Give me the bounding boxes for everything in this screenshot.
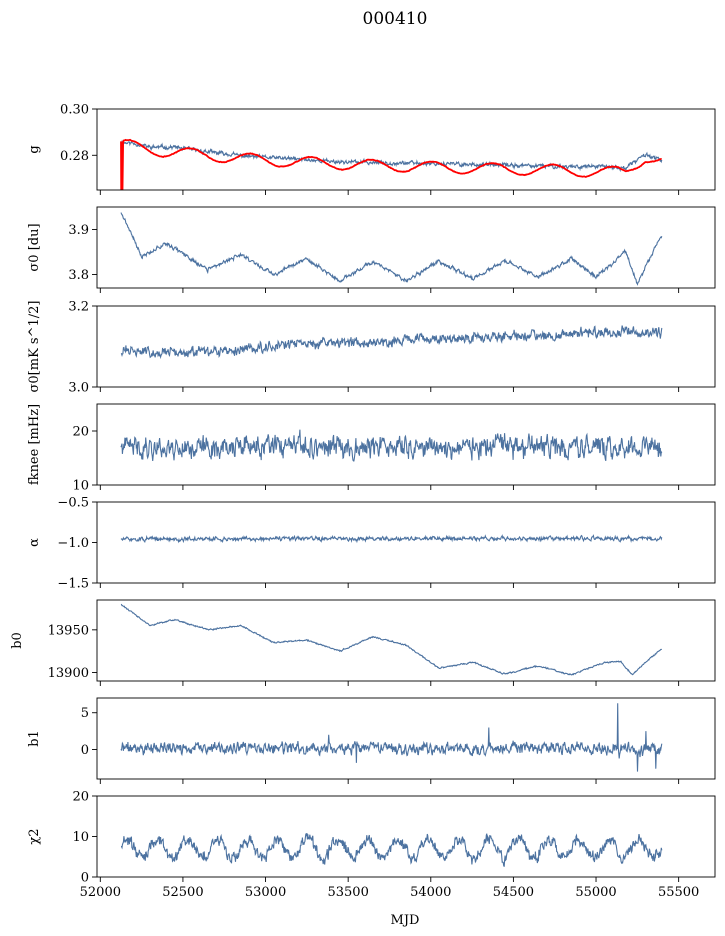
- panel-sigma0_mk: 3.0 3.2 σ0[mK s^1/2]: [27, 300, 716, 396]
- ylabel-b1: b1: [27, 730, 42, 747]
- xtick-label: 52500: [162, 885, 203, 900]
- series-b1-b1: [120, 703, 663, 772]
- ytick-label-sigma0_du: 3.9: [68, 223, 89, 238]
- ytick-label-sigma0_mk: 3.2: [68, 300, 89, 315]
- series-sigma0_mk-sigma0_mk: [120, 325, 663, 360]
- ylabel-fknee: fknee [mHz]: [27, 404, 42, 485]
- xtick-label: 52000: [80, 885, 121, 900]
- series-sigma0_du-sigma0: [120, 212, 663, 286]
- panel-g: 0.28 0.30 g: [27, 103, 716, 195]
- panel-sigma0_du: 3.8 3.9 σ0 [du]: [27, 206, 716, 293]
- ytick-label-b1: 5: [81, 706, 89, 721]
- ytick-label-chi2: 10: [72, 830, 89, 845]
- xtick-label: 53000: [245, 885, 286, 900]
- series-b0-b0: [120, 603, 663, 676]
- xtick-label: 55500: [658, 885, 699, 900]
- ytick-label-g: 0.30: [60, 103, 89, 118]
- ytick-label-fknee: 20: [72, 425, 89, 440]
- panel-alpha: −1.5 −1.0 −0.5 α: [27, 496, 716, 592]
- axes-frame-sigma0_mk: [96, 305, 716, 388]
- ylabel-chi2: χ2: [27, 828, 42, 844]
- ytick-label-alpha: −0.5: [57, 496, 89, 511]
- axes-frame-chi2: [96, 795, 716, 878]
- series-chi2-chi2: [120, 832, 663, 867]
- ylabel-g: g: [27, 145, 42, 153]
- axes-frame-sigma0_du: [96, 206, 716, 289]
- xtick-label: 54500: [493, 885, 534, 900]
- ytick-label-b1: 0: [81, 743, 89, 758]
- ytick-label-sigma0_mk: 3.0: [68, 381, 89, 396]
- panels-container: 0.28 0.30 g 3.8 3.9 σ0 [du] 3.0 3.2 σ0[mK s^1/2]…: [10, 103, 716, 900]
- xtick-label: 55000: [575, 885, 616, 900]
- series-fknee-fknee: [120, 429, 663, 462]
- panel-b1: 0 5 b1: [27, 697, 716, 784]
- axes-frame-g: [96, 108, 716, 191]
- panel-b0: 13900 13950 b0: [10, 599, 716, 686]
- ytick-label-alpha: −1.0: [57, 536, 89, 551]
- axes-frame-fknee: [96, 403, 716, 486]
- ylabel-sigma0_mk: σ0[mK s^1/2]: [27, 301, 42, 393]
- panel-fknee: 10 20 fknee [mHz]: [27, 403, 716, 494]
- series-g-g: [120, 139, 663, 173]
- series-alpha-alpha: [120, 534, 663, 544]
- series-g-model: [120, 138, 662, 190]
- ytick-label-sigma0_du: 3.8: [68, 268, 89, 283]
- xtick-label: 54000: [410, 885, 451, 900]
- ylabel-alpha: α: [27, 538, 42, 547]
- ytick-label-alpha: −1.5: [57, 577, 89, 592]
- ylabel-b0: b0: [10, 632, 25, 649]
- x-axis-label: MJD: [391, 913, 420, 928]
- ytick-label-g: 0.28: [60, 149, 89, 164]
- panel-chi2: 0 10 20 χ2: [27, 790, 716, 886]
- figure-title: 000410: [363, 9, 428, 29]
- ytick-label-b0: 13950: [48, 623, 89, 638]
- axes-frame-b1: [96, 697, 716, 780]
- axes-frame-alpha: [96, 501, 716, 584]
- ytick-label-chi2: 20: [72, 790, 89, 805]
- ytick-label-b0: 13900: [48, 666, 89, 681]
- axes-frame-b0: [96, 599, 716, 682]
- ytick-label-fknee: 10: [72, 479, 89, 494]
- ylabel-sigma0_du: σ0 [du]: [27, 223, 42, 271]
- ytick-label-chi2: 0: [81, 871, 89, 886]
- xtick-label: 53500: [327, 885, 368, 900]
